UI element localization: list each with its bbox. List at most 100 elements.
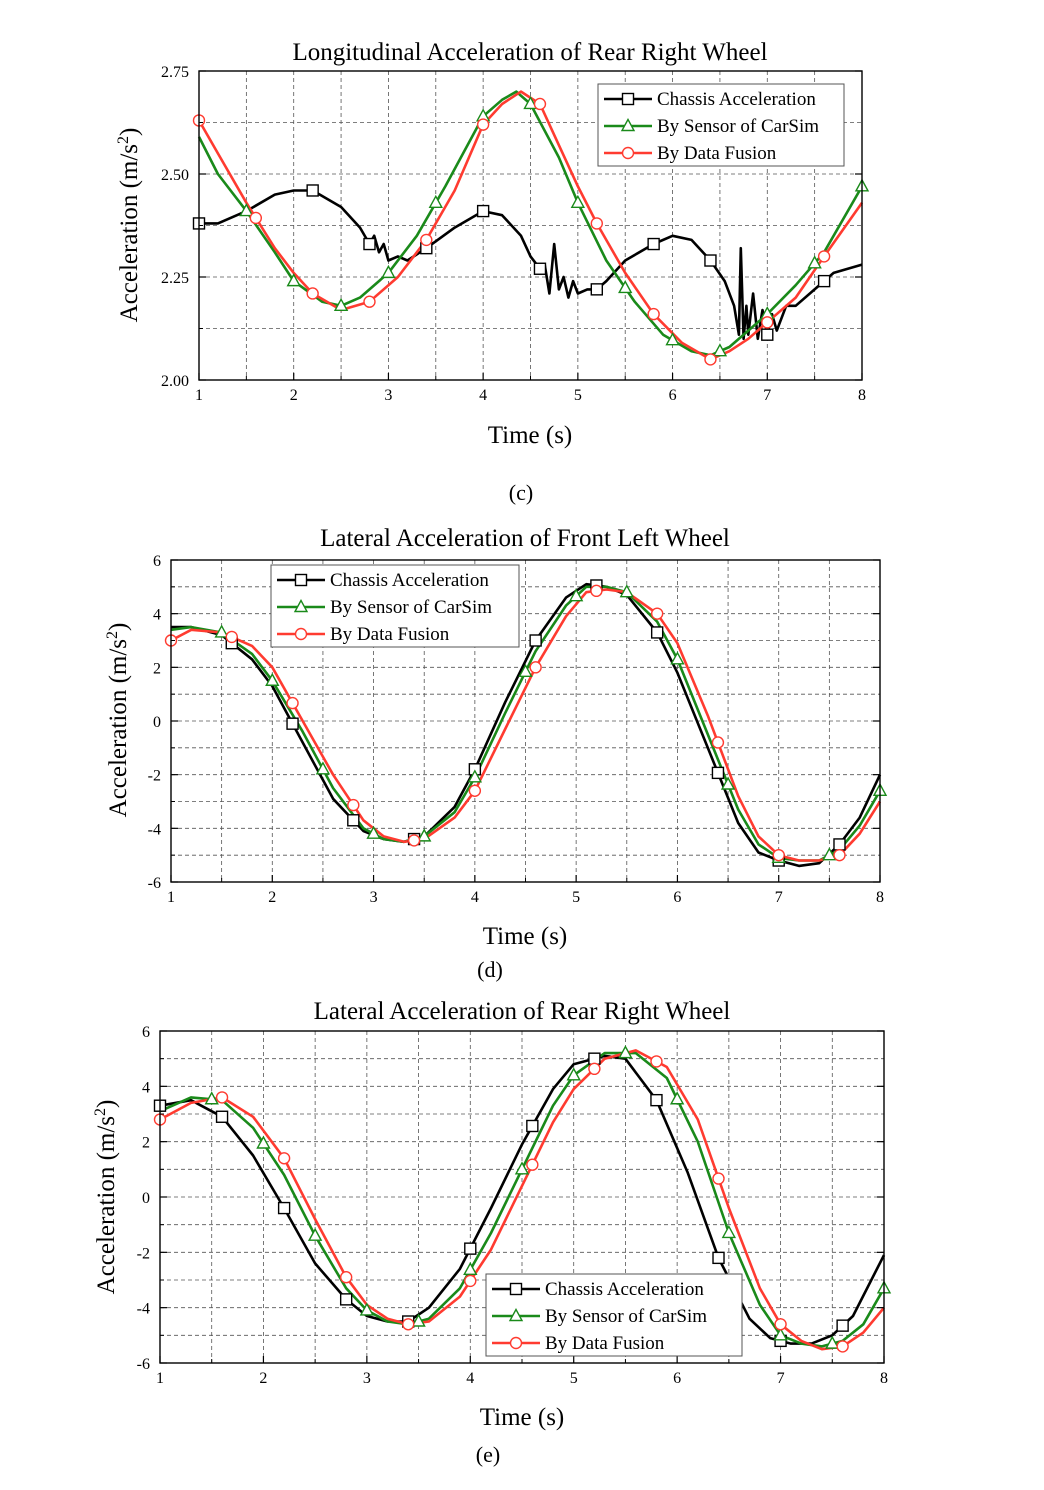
- series-marker-sensor: [523, 95, 538, 110]
- chart-title: Lateral Acceleration of Rear Right Wheel: [314, 998, 731, 1025]
- y-tick-label: -6: [148, 875, 161, 892]
- series-marker-sensor: [514, 1161, 530, 1175]
- y-axis-label: Acceleration (m/s2): [115, 128, 143, 323]
- y-axis-label: Acceleration (m/s2): [104, 623, 132, 818]
- series-marker-sensor: [568, 588, 584, 602]
- series-marker-fusion: [817, 250, 831, 263]
- series-marker-fusion: [772, 848, 785, 862]
- legend-label: By Sensor of CarSim: [330, 597, 492, 618]
- series-marker-fusion: [363, 295, 376, 308]
- y-tick-label: 2.25: [161, 270, 189, 287]
- series-marker-chassis: [647, 237, 660, 251]
- series-marker-fusion: [647, 307, 660, 321]
- series-marker-chassis: [363, 237, 376, 251]
- series-marker-chassis: [833, 838, 846, 851]
- series-marker-chassis: [339, 1293, 353, 1306]
- legend-label: Chassis Acceleration: [330, 570, 489, 591]
- series-marker-chassis: [704, 254, 717, 267]
- legend-label: Chassis Acceleration: [545, 1279, 704, 1300]
- y-tick-label: 2: [142, 1135, 150, 1152]
- x-tick-label: 5: [574, 387, 582, 404]
- series-marker-fusion: [774, 1318, 787, 1331]
- caption-c: (c): [509, 480, 533, 505]
- chart-panel-e: Lateral Acceleration of Rear Right Wheel…: [92, 998, 892, 1431]
- series-marker-sensor: [463, 1261, 478, 1276]
- caption-d: (d): [477, 957, 503, 982]
- x-tick-label: 5: [572, 889, 580, 906]
- chart-panel-c: Longitudinal Acceleration of Rear Right …: [115, 39, 870, 449]
- series-marker-fusion: [526, 1158, 539, 1171]
- legend-label: By Sensor of CarSim: [657, 116, 819, 137]
- legend-marker-sensor: [508, 1308, 524, 1322]
- y-tick-label: 6: [153, 553, 161, 570]
- series-line-fusion: [159, 1049, 885, 1351]
- y-tick-label: 4: [142, 1079, 150, 1096]
- series-marker-sensor: [566, 1067, 581, 1081]
- legend-label: By Data Fusion: [657, 143, 777, 164]
- y-axis-label: Acceleration (m/s2): [92, 1100, 120, 1295]
- series-marker-fusion: [704, 353, 717, 366]
- series-marker-fusion: [590, 217, 603, 230]
- x-tick-label: 8: [880, 1370, 888, 1387]
- series-marker-sensor: [619, 584, 634, 598]
- x-tick-label: 5: [570, 1370, 578, 1387]
- x-tick-label: 1: [195, 387, 203, 404]
- series-marker-sensor: [428, 194, 443, 209]
- x-tick-label: 4: [466, 1370, 474, 1387]
- series-marker-fusion: [277, 1152, 291, 1165]
- y-tick-label: 0: [153, 714, 161, 731]
- legend-marker-sensor: [620, 118, 636, 132]
- series-marker-fusion: [306, 287, 319, 300]
- series-marker-fusion: [712, 1172, 725, 1185]
- x-tick-label: 8: [876, 889, 884, 906]
- series-marker-sensor: [381, 264, 396, 279]
- series-marker-fusion: [420, 233, 433, 247]
- series-line-sensor: [159, 1051, 886, 1348]
- x-tick-label: 4: [479, 387, 487, 404]
- series-marker-sensor: [712, 343, 728, 357]
- series-marker-fusion: [215, 1091, 229, 1104]
- x-tick-label: 1: [156, 1370, 164, 1387]
- series-marker-fusion: [464, 1274, 477, 1288]
- legend-label: By Data Fusion: [545, 1333, 665, 1354]
- x-axis-label: Time (s): [480, 1404, 565, 1431]
- legend: Chassis Acceleration By Sensor of CarSim B…: [270, 564, 520, 648]
- series-marker-sensor: [307, 1227, 323, 1241]
- series-marker-chassis: [526, 1119, 539, 1133]
- series-marker-fusion: [529, 661, 542, 674]
- series-marker-sensor: [286, 273, 301, 287]
- series-marker-chassis: [588, 1052, 601, 1065]
- x-axis-label: Time (s): [488, 422, 573, 449]
- legend-marker-fusion: [509, 1336, 523, 1350]
- series-marker-fusion: [711, 736, 725, 749]
- series-marker-chassis: [529, 634, 542, 647]
- y-tick-label: -2: [148, 768, 161, 785]
- series-marker-fusion: [590, 584, 603, 598]
- plot-area: 1 2 3 4 5 6 7 8 -6 -4 -2 0 2 4 6: [148, 553, 888, 906]
- series-marker-chassis: [836, 1319, 849, 1332]
- y-tick-label: -4: [148, 821, 161, 838]
- series-marker-sensor: [570, 194, 586, 209]
- chart-title: Longitudinal Acceleration of Rear Right …: [292, 39, 767, 66]
- series-marker-sensor: [670, 651, 685, 665]
- series-marker-sensor: [315, 761, 331, 775]
- y-tick-label: 2: [153, 660, 161, 677]
- y-tick-label: 6: [142, 1024, 150, 1041]
- y-tick-label: -2: [137, 1245, 150, 1262]
- x-axis-label: Time (s): [483, 923, 568, 950]
- plot-area: 1 2 3 4 5 6 7 8 2.00 2.25 2.50 2.75: [161, 64, 870, 404]
- series-marker-chassis: [476, 204, 490, 218]
- series-marker-sensor: [467, 769, 483, 783]
- series-marker-sensor: [618, 280, 633, 294]
- series-marker-sensor: [239, 203, 254, 217]
- x-tick-label: 3: [370, 889, 378, 906]
- series-marker-chassis: [650, 1093, 663, 1107]
- y-tick-label: 2.75: [161, 64, 189, 81]
- series-marker-sensor: [807, 255, 822, 269]
- y-tick-label: -4: [137, 1301, 150, 1318]
- series-marker-fusion: [833, 848, 846, 862]
- y-tick-label: 2.00: [161, 373, 189, 390]
- series-marker-fusion: [339, 1271, 353, 1284]
- series-marker-chassis: [712, 1251, 725, 1265]
